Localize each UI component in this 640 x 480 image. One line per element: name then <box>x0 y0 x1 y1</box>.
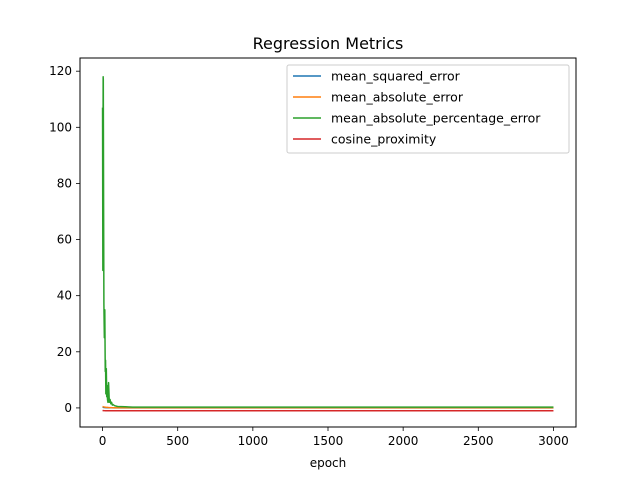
legend-entry: mean_squared_error <box>331 69 461 84</box>
y-tick-label: 60 <box>57 233 72 247</box>
series-line-mean-absolute-percentage-error <box>101 76 554 408</box>
chart-title: Regression Metrics <box>253 34 404 53</box>
legend-box <box>286 64 570 154</box>
y-tick-label: 0 <box>64 401 72 415</box>
x-axis-label: epoch <box>310 456 347 470</box>
y-tick-label: 100 <box>49 120 72 134</box>
legend-entry: mean_absolute_error <box>331 90 464 105</box>
legend-entry: mean_absolute_percentage_error <box>331 111 541 126</box>
x-tick-label: 1000 <box>238 434 269 448</box>
y-tick-label: 80 <box>57 176 72 190</box>
y-axis: 0 20 40 60 80 100 120 <box>49 64 80 415</box>
legend-entry: cosine_proximity <box>331 132 437 147</box>
y-tick-label: 120 <box>49 64 72 78</box>
x-tick-label: 1500 <box>313 434 344 448</box>
x-tick-label: 2000 <box>388 434 419 448</box>
y-tick-label: 40 <box>57 289 72 303</box>
x-tick-label: 2500 <box>463 434 494 448</box>
x-tick-label: 500 <box>166 434 189 448</box>
y-tick-label: 20 <box>57 345 72 359</box>
x-tick-label: 0 <box>99 434 107 448</box>
x-axis: 0 500 1000 1500 2000 2500 3000 <box>99 427 569 448</box>
legend: mean_squared_error mean_absolute_errormea… <box>286 64 570 154</box>
series-layer <box>101 76 554 412</box>
x-tick-label: 3000 <box>538 434 569 448</box>
